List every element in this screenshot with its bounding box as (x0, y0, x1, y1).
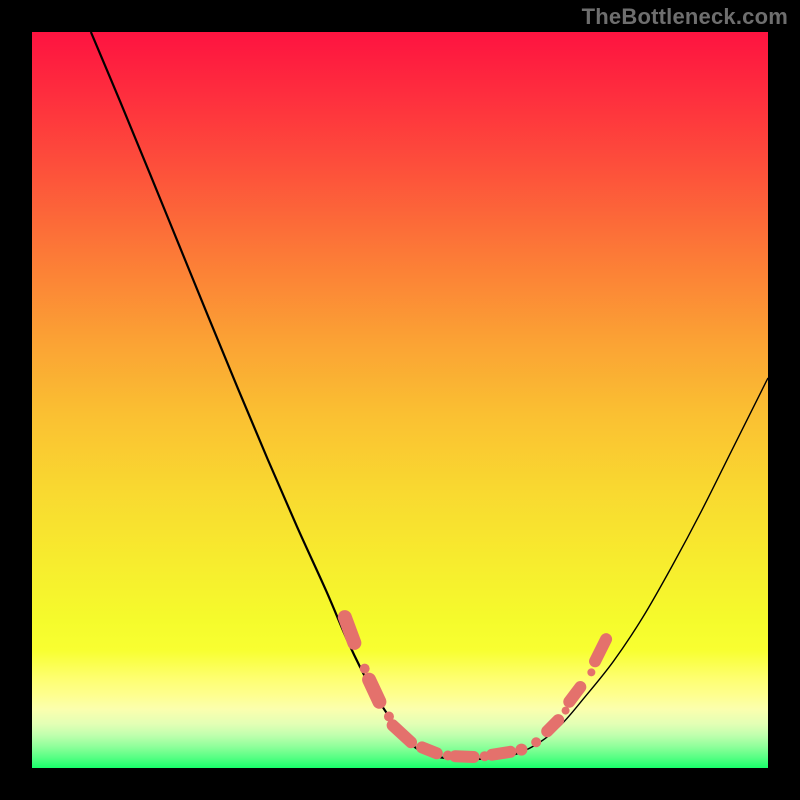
marker-capsule (422, 747, 437, 753)
plot-background (32, 32, 768, 768)
marker-dot (515, 744, 527, 756)
marker-capsule (492, 752, 510, 755)
marker-capsule (369, 680, 379, 702)
marker-capsule (455, 756, 473, 757)
marker-capsule (547, 720, 558, 731)
marker-dot (531, 737, 541, 747)
bottleneck-chart (0, 0, 800, 800)
marker-dot (360, 664, 370, 674)
marker-dot (587, 668, 595, 676)
marker-capsule (345, 617, 355, 643)
chart-frame: TheBottleneck.com (0, 0, 800, 800)
marker-dot (562, 707, 570, 715)
watermark-text: TheBottleneck.com (582, 4, 788, 30)
